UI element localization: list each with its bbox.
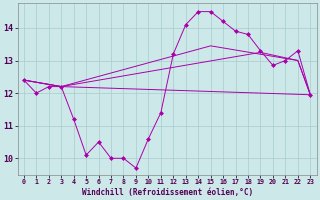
X-axis label: Windchill (Refroidissement éolien,°C): Windchill (Refroidissement éolien,°C) — [82, 188, 253, 197]
